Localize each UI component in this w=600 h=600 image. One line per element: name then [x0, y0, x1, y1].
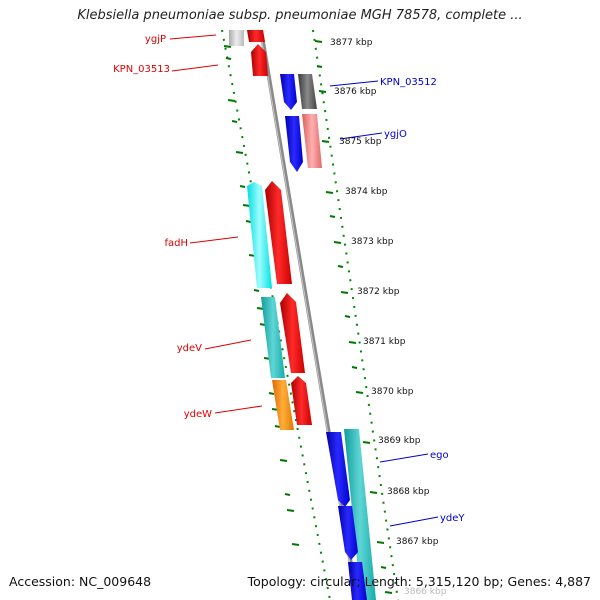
- genome-stats-text: Topology: circular; Length: 5,315,120 bp…: [247, 574, 591, 589]
- map-title: Klebsiella pneumoniae subsp. pneumoniae …: [77, 8, 523, 23]
- kbp-label: 3877 kbp: [330, 38, 373, 48]
- kbp-label: 3868 kbp: [387, 487, 430, 497]
- gene-label-KPN_03513: KPN_03513: [113, 64, 170, 75]
- gene-ego-arrow[interactable]: [326, 432, 350, 507]
- kbp-label: 3870 kbp: [371, 387, 414, 397]
- kbp-scale: 3877 kbp 3876 kbp 3875 kbp 3874 kbp 3873…: [330, 38, 447, 597]
- gene-label-ygjP: ygjP: [145, 34, 166, 45]
- kbp-label: 3872 kbp: [357, 287, 400, 297]
- gene-ygjO-arrow[interactable]: [285, 116, 303, 172]
- gene-label-KPN_03512: KPN_03512: [380, 77, 437, 88]
- gene-label-ydeV: ydeV: [177, 343, 202, 354]
- kbp-label: 3871 kbp: [363, 337, 406, 347]
- gene-fadH-arrow[interactable]: [247, 182, 272, 288]
- gene-red-fadH-partner[interactable]: [265, 181, 292, 284]
- gene-cyan-ego-partner[interactable]: [344, 429, 376, 600]
- gene-KPN_03513-arrow[interactable]: [251, 44, 268, 76]
- kbp-label: 3869 kbp: [378, 436, 421, 446]
- genome-backbone-highlight: [259, 29, 357, 600]
- gene-label-fadH: fadH: [164, 238, 188, 249]
- kbp-label: 3867 kbp: [396, 537, 439, 547]
- gene-label-ego: ego: [430, 450, 449, 461]
- accession-text: Accession: NC_009648: [9, 574, 152, 589]
- kbp-label: 3876 kbp: [334, 87, 377, 97]
- gene-labels: ygjP KPN_03513 KPN_03512 ygjO fadH ydeV …: [113, 34, 465, 524]
- kbp-label: 3866 kbp: [404, 587, 447, 597]
- right-tick-marks: [314, 40, 393, 594]
- forward-label-leaders: [329, 80, 439, 527]
- outer-dotted-track: [312, 29, 399, 600]
- gene-red-ydeV-partner[interactable]: [280, 293, 305, 373]
- gene-gray-KPN_03512-partner[interactable]: [298, 74, 317, 109]
- gene-ydeV-arrow[interactable]: [261, 297, 285, 378]
- gene-KPN_03512-arrow[interactable]: [280, 74, 297, 110]
- kbp-label: 3873 kbp: [351, 237, 394, 247]
- gene-red-ydeW-partner[interactable]: [291, 376, 312, 425]
- reverse-label-leaders: [169, 34, 263, 414]
- kbp-label: 3875 kbp: [339, 137, 382, 147]
- gene-label-ygjO: ygjO: [384, 129, 407, 140]
- gene-pink-ygjO-partner[interactable]: [302, 114, 322, 168]
- gene-ygjP-arrow[interactable]: [229, 30, 244, 46]
- gene-label-ydeW: ydeW: [184, 409, 212, 420]
- gene-ydeW-arrow[interactable]: [272, 380, 294, 430]
- kbp-label: 3874 kbp: [345, 187, 388, 197]
- genome-backbone: [259, 29, 359, 600]
- gene-blue-bottom[interactable]: [348, 562, 367, 600]
- gene-ydeY-arrow[interactable]: [338, 506, 358, 560]
- gene-label-ydeY: ydeY: [440, 513, 465, 524]
- gene-red-top[interactable]: [247, 30, 265, 42]
